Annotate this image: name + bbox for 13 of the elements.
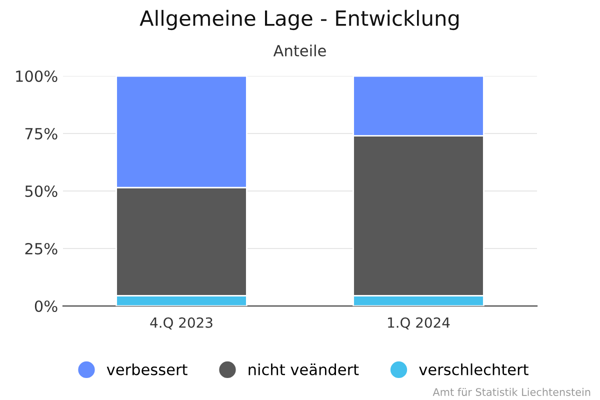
text: Amt für Statistik Liechtenstein — [432, 388, 590, 396]
y-tick-label: 50% — [25, 185, 58, 198]
legend-label: verschlechtert — [419, 363, 528, 376]
x-tick-label: 1.Q 2024 — [388, 317, 450, 330]
chart-title: Allgemeine Lage - Entwicklung — [140, 10, 459, 30]
y-tick-label: 100% — [16, 70, 58, 82]
y-tick-label: 75% — [25, 128, 58, 140]
x-tick-label: 4.Q 2023 — [150, 317, 212, 330]
legend-label: verbessert — [106, 363, 188, 376]
legend-label: nicht veändert — [248, 363, 359, 376]
y-tick-label: 0% — [34, 300, 58, 312]
chart-subtitle: Anteile — [273, 44, 326, 56]
y-tick-label: 25% — [25, 242, 58, 255]
